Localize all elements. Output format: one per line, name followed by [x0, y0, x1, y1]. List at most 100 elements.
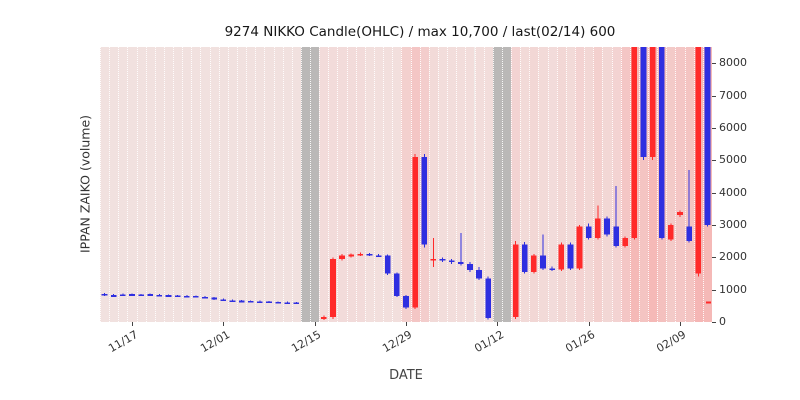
day-stripe	[565, 47, 575, 322]
candle-body	[594, 218, 601, 238]
candle-body	[266, 301, 272, 304]
candle-body	[576, 226, 583, 269]
y-tick-label: 4000	[719, 185, 747, 199]
day-stripe	[163, 47, 174, 322]
day-stripe	[383, 47, 393, 322]
x-tick-label: 12/15	[289, 328, 324, 356]
day-stripe	[638, 47, 649, 322]
y-tick-label: 0	[719, 314, 726, 328]
candle-body	[193, 296, 199, 298]
day-stripe	[246, 47, 256, 322]
y-tick-label: 8000	[719, 56, 747, 70]
candle-body	[403, 296, 409, 308]
candle-body	[412, 157, 418, 308]
candle-body	[476, 270, 482, 279]
day-stripe	[364, 47, 375, 322]
candle-body	[485, 278, 492, 319]
day-stripe	[118, 47, 128, 322]
candle-body	[704, 47, 711, 225]
candle-body	[147, 294, 154, 296]
candle-body	[320, 317, 327, 319]
candle-body	[457, 262, 464, 264]
candle-body	[549, 268, 555, 271]
day-stripe	[465, 47, 475, 322]
candle-body	[101, 293, 108, 296]
y-tick-mark	[712, 224, 716, 226]
candle-body	[640, 47, 647, 157]
x-tick-label: 02/09	[654, 328, 689, 356]
candle-body	[366, 254, 373, 256]
day-stripe	[666, 47, 676, 322]
candle-body	[668, 224, 674, 240]
candles-layer	[101, 47, 711, 321]
day-stripe	[109, 47, 119, 322]
candle-body	[421, 157, 428, 245]
candle-body	[174, 295, 181, 298]
x-tick-label: 12/29	[380, 328, 415, 356]
candle-body	[448, 260, 455, 263]
candle-body	[394, 273, 400, 297]
y-tick-mark	[712, 95, 716, 97]
day-stripe	[227, 47, 237, 322]
y-tick-label: 3000	[719, 217, 747, 231]
day-stripe	[100, 47, 110, 322]
day-stripe	[337, 47, 347, 322]
day-stripe	[191, 47, 201, 322]
day-stripe	[218, 47, 228, 322]
x-tick-mark	[406, 322, 407, 326]
day-stripe	[264, 47, 274, 322]
candle-body	[247, 300, 254, 303]
day-stripe	[584, 47, 594, 322]
day-stripe	[474, 47, 484, 322]
day-stripe	[355, 47, 365, 322]
candle-body	[631, 47, 638, 238]
day-stripe	[574, 47, 585, 322]
candle-body	[211, 297, 218, 300]
candle-body	[284, 302, 291, 304]
y-tick-label: 2000	[719, 250, 747, 264]
day-stripe	[346, 47, 356, 322]
x-tick-mark	[223, 322, 225, 326]
candle-body	[257, 301, 263, 303]
candle-body	[339, 255, 345, 259]
candle-body	[293, 302, 300, 305]
candle-body	[649, 47, 656, 157]
day-stripe	[328, 47, 338, 322]
day-stripe	[291, 47, 301, 322]
day-stripe	[136, 47, 146, 322]
candle-body	[384, 255, 391, 274]
candle-body	[604, 218, 610, 235]
day-stripe	[511, 47, 521, 322]
day-stripe	[611, 47, 621, 322]
day-stripe	[273, 47, 283, 322]
day-stripe	[392, 47, 402, 322]
candle-body	[540, 255, 546, 269]
x-axis-label: DATE	[389, 368, 423, 383]
chart-title: 9274 NIKKO Candle(OHLC) / max 10,700 / l…	[224, 24, 616, 40]
candle-body	[375, 255, 382, 257]
y-tick-mark	[712, 257, 716, 259]
candle-body	[129, 294, 135, 296]
candle-body	[165, 295, 172, 297]
day-stripe	[428, 47, 438, 322]
y-axis-label: IPPAN ZAIKO (volume)	[77, 114, 93, 254]
day-stripe	[200, 47, 210, 322]
candle-body	[220, 299, 227, 301]
candle-body	[686, 226, 692, 242]
x-tick-mark	[680, 322, 681, 326]
y-tick-label: 7000	[719, 88, 747, 102]
x-tick-mark	[497, 322, 499, 326]
candle-body	[238, 300, 245, 303]
day-stripe	[237, 47, 247, 322]
day-stripe	[529, 47, 539, 322]
day-stripe	[401, 47, 411, 322]
y-tick-mark	[712, 160, 716, 162]
candle-body	[531, 255, 537, 272]
candle-body	[439, 258, 446, 261]
day-stripe	[547, 47, 557, 322]
day-stripe	[520, 47, 530, 322]
y-tick-mark	[712, 289, 716, 291]
y-tick-label: 6000	[719, 120, 747, 134]
candle-body	[585, 226, 592, 238]
candle-body	[275, 301, 281, 304]
